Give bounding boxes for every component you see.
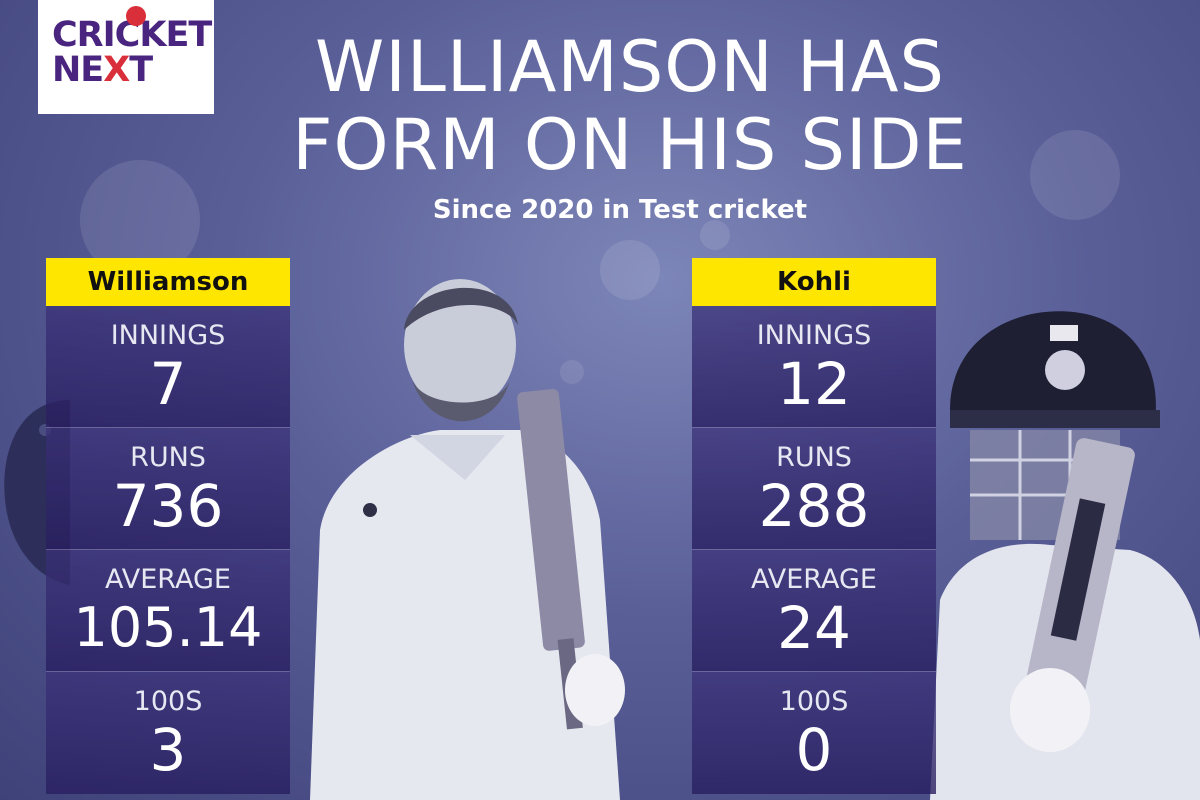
stat-value: 7 xyxy=(149,350,187,418)
logo-ne: NE xyxy=(52,50,104,90)
logo-line-1: CRICKET xyxy=(52,15,212,55)
stat-label: INNINGS xyxy=(110,320,226,351)
average-stat: AVERAGE 105.14 xyxy=(46,550,290,672)
stat-value: 0 xyxy=(795,716,833,784)
headline-line-2: FORM ON HIS SIDE xyxy=(292,104,968,186)
innings-stat: INNINGS 12 xyxy=(692,306,936,428)
hundreds-stat: 100S 3 xyxy=(46,672,290,794)
headline: WILLIAMSON HAS FORM ON HIS SIDE xyxy=(250,28,1010,184)
kohli-photo xyxy=(930,311,1200,800)
logo-line-2: NEXT xyxy=(52,53,204,88)
stat-label: RUNS xyxy=(130,442,206,473)
bokeh-dot xyxy=(600,240,660,300)
stat-value: 12 xyxy=(777,350,851,418)
innings-stat: INNINGS 7 xyxy=(46,306,290,428)
stat-label: INNINGS xyxy=(756,320,872,351)
stat-label: 100S xyxy=(133,686,203,717)
logo-x: X xyxy=(103,50,130,90)
cricketnext-logo[interactable]: CRICKET NEXT xyxy=(38,0,214,114)
headline-line-1: WILLIAMSON HAS xyxy=(315,26,945,108)
stat-value: 288 xyxy=(758,472,870,540)
bokeh-dot xyxy=(700,220,730,250)
stat-label: AVERAGE xyxy=(105,564,231,595)
stat-label: RUNS xyxy=(776,442,852,473)
stat-value: 24 xyxy=(777,594,851,662)
bokeh-dot xyxy=(560,360,584,384)
stat-value: 736 xyxy=(112,472,224,540)
williamson-photo xyxy=(310,279,625,800)
runs-stat: RUNS 736 xyxy=(46,428,290,550)
hundreds-stat: 100S 0 xyxy=(692,672,936,794)
stat-label: 100S xyxy=(779,686,849,717)
cricket-ball-icon xyxy=(126,6,146,26)
stat-label: AVERAGE xyxy=(751,564,877,595)
runs-stat: RUNS 288 xyxy=(692,428,936,550)
stat-value: 105.14 xyxy=(73,596,263,659)
kohli-stats-column: Kohli INNINGS 12 RUNS 288 AVERAGE 24 100… xyxy=(692,258,936,794)
stat-value: 3 xyxy=(149,716,187,784)
bokeh-dot xyxy=(1030,130,1120,220)
average-stat: AVERAGE 24 xyxy=(692,550,936,672)
subtitle: Since 2020 in Test cricket xyxy=(432,195,808,225)
logo-t: T xyxy=(129,50,153,90)
player-name-tag: Kohli xyxy=(692,258,936,306)
player-name-tag: Williamson xyxy=(46,258,290,306)
williamson-stats-column: Williamson INNINGS 7 RUNS 736 AVERAGE 10… xyxy=(46,258,290,794)
